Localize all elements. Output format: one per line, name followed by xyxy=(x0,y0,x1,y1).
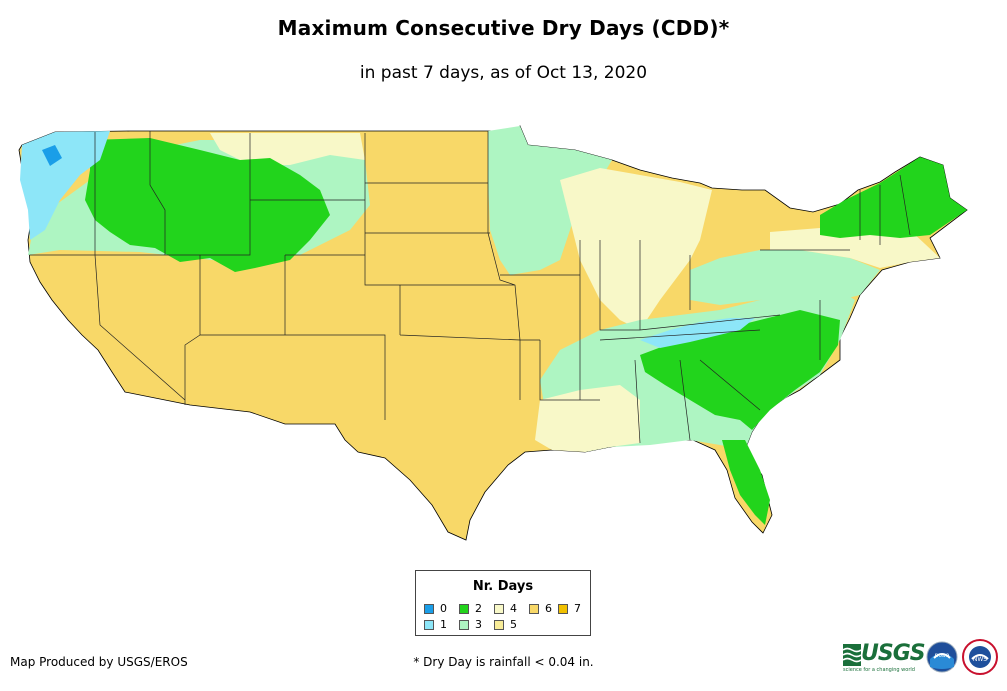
usgs-tagline: science for a changing world xyxy=(843,667,915,673)
nws-logo-icon: NWS xyxy=(962,639,998,675)
legend-swatch-4 xyxy=(494,603,504,614)
legend-label-5: 5 xyxy=(510,618,517,631)
map-title: Maximum Consecutive Dry Days (CDD)* xyxy=(277,16,730,40)
legend-item-1: 1 xyxy=(424,618,447,631)
legend-box: Nr. Days 0 1 2 3 4 5 6 7 xyxy=(415,570,591,636)
legend-title: Nr. Days xyxy=(472,579,534,594)
legend-label-1: 1 xyxy=(440,618,447,631)
area-1-days-wa-coast xyxy=(20,131,110,240)
area-3-days-upper-midwest xyxy=(488,126,612,275)
usgs-logo: USGS science for a changing world xyxy=(843,641,926,673)
state-boundaries xyxy=(30,131,911,444)
legend-label-7: 7 xyxy=(574,602,581,615)
area-2-days-northwest xyxy=(85,138,330,272)
area-4-days-lower-mississippi xyxy=(535,385,640,452)
legend-swatch-2 xyxy=(459,603,469,614)
area-4-days-montana xyxy=(210,133,365,165)
area-0-days-olympic xyxy=(42,145,62,166)
usgs-wordmark: USGS xyxy=(861,641,926,666)
nws-text: NWS xyxy=(973,656,987,663)
credit-text: Map Produced by USGS/EROS xyxy=(10,655,188,669)
area-2-days-new-england xyxy=(820,157,967,238)
cdd-category-areas xyxy=(20,126,967,525)
area-1-days-tennessee xyxy=(640,318,755,348)
legend-item-7: 7 xyxy=(558,602,581,615)
area-4-days-great-lakes xyxy=(560,168,712,330)
usgs-wave-icon xyxy=(843,644,861,666)
area-3-days-ohio-valley xyxy=(690,250,880,305)
legend-swatch-0 xyxy=(424,603,434,614)
legend-label-4: 4 xyxy=(510,602,517,615)
area-2-days-florida xyxy=(722,440,770,525)
legend-swatch-6 xyxy=(529,603,539,614)
footnote-text: * Dry Day is rainfall < 0.04 in. xyxy=(413,655,594,669)
legend-item-4: 4 xyxy=(494,602,517,615)
legend-item-3: 3 xyxy=(459,618,482,631)
legend-item-0: 0 xyxy=(424,602,447,615)
legend-label-6: 6 xyxy=(545,602,552,615)
legend-item-5: 5 xyxy=(494,618,517,631)
noaa-text: noaa xyxy=(935,652,950,659)
legend-swatch-1 xyxy=(424,619,434,630)
map-subtitle: in past 7 days, as of Oct 13, 2020 xyxy=(359,63,648,83)
legend-swatch-5 xyxy=(494,619,504,630)
legend-item-6: 6 xyxy=(529,602,552,615)
legend-label-3: 3 xyxy=(475,618,482,631)
noaa-logo-icon: noaa xyxy=(926,641,958,673)
legend-item-2: 2 xyxy=(459,602,482,615)
legend-swatch-3 xyxy=(459,619,469,630)
legend-label-0: 0 xyxy=(440,602,447,615)
legend-swatch-7 xyxy=(558,603,568,614)
legend-label-2: 2 xyxy=(475,602,482,615)
